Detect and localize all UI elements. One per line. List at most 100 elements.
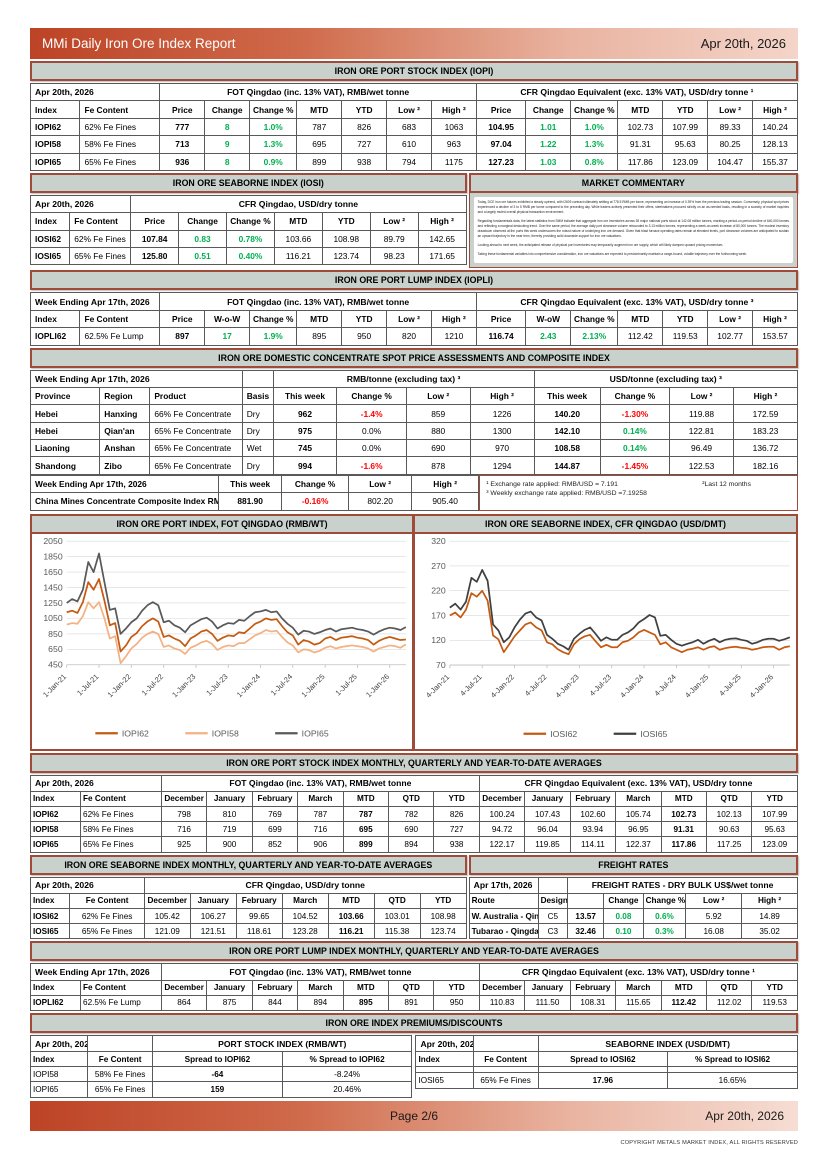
section-title: IRON ORE DOMESTIC CONCENTRATE SPOT PRICE… <box>218 352 610 363</box>
table-cell: 80.25 <box>707 135 754 154</box>
column-header: QTD <box>388 979 435 996</box>
svg-text:320: 320 <box>431 536 446 546</box>
section-title: IRON ORE INDEX PREMIUMS/DISCOUNTS <box>325 1017 503 1028</box>
table-cell: 107.99 <box>662 117 709 137</box>
table-cell: 936 <box>159 152 206 171</box>
column-header: Change % <box>570 309 619 329</box>
table-row: IOPI58 58% Fe Fines 713 9 1.3% 695 727 610 963 97… <box>29 135 798 154</box>
report-header-bar: MMi Daily Iron Ore Index Report Apr 20th… <box>30 28 798 59</box>
group-header: CFR Qingdao, USD/dry tonne <box>130 194 467 214</box>
column-header: Change % <box>281 474 350 494</box>
table-cell: -1.45% <box>599 456 671 475</box>
table-cell: 110.83 <box>478 994 526 1011</box>
column-header: MTD <box>296 309 343 329</box>
footer-date: Apr 20th, 2026 <box>705 1108 784 1123</box>
column-header: Change % <box>599 386 671 406</box>
column-header: December <box>478 790 526 808</box>
table-cell: 802.20 <box>348 492 412 511</box>
table-cell: 1.03 <box>525 152 572 171</box>
table-cell: 115.38 <box>373 923 421 940</box>
column-header: Low ² <box>386 309 432 329</box>
group-header: Apr 20th, 2026 <box>29 194 132 214</box>
group-header-row: Week Ending Apr 17th, 2026 RMB/tonne (exc… <box>30 369 799 388</box>
table-row: IOSI65 65% Fe Fines 121.09 121.51 118.61 123.… <box>29 923 467 940</box>
table-cell: Anshan <box>99 439 151 458</box>
column-header: February <box>251 979 299 996</box>
table-cell: 895 <box>296 327 343 346</box>
table-cell: 844 <box>251 994 299 1011</box>
table-cell: 125.80 <box>130 246 180 266</box>
table-cell: 183.23 <box>732 421 799 441</box>
table-cell: 58% Fe Fines <box>80 821 162 838</box>
report-page: MMi Daily Iron Ore Index Report Apr 20th… <box>29 0 799 1146</box>
table-cell: 864 <box>160 994 208 1011</box>
table-cell: 894 <box>297 994 344 1011</box>
column-header: High ² <box>410 474 480 494</box>
table-cell: 119.85 <box>524 836 571 853</box>
group-header: CFR Qingdao, USD/dry tonne <box>143 876 467 894</box>
table-cell: 96.04 <box>524 821 571 838</box>
column-header: Fe Content <box>69 212 132 231</box>
iopi-table: Apr 20th, 2026 FOT Qingdao (inc. 13% VAT)… <box>29 82 799 171</box>
table-cell: 899 <box>296 152 343 171</box>
table-row: IOPI62 62% Fe Fines 777 8 1.0% 787 826 683 1063 1… <box>29 117 798 137</box>
table-cell: 123.74 <box>419 923 467 940</box>
group-header: FOT Qingdao (inc. 13% VAT), RMB/wet tonn… <box>160 774 480 792</box>
svg-text:4-Jul-25: 4-Jul-25 <box>717 672 742 697</box>
table-cell: 20.46% <box>281 1081 413 1098</box>
table-cell: 107.99 <box>751 806 798 823</box>
table-cell: 98.23 <box>369 246 419 266</box>
table-cell: Dry <box>241 404 274 423</box>
table-cell: IOPI65 <box>29 152 81 171</box>
table-cell: -64 <box>152 1066 283 1083</box>
table-cell: 1226 <box>469 404 535 423</box>
column-header: YTD <box>433 979 480 996</box>
table-cell: 0.14% <box>599 439 671 458</box>
table-cell: 172.59 <box>732 404 799 423</box>
table-cell: IOSI65 <box>29 923 71 940</box>
svg-text:4-Jan-22: 4-Jan-22 <box>489 672 516 699</box>
column-header: Designation <box>537 892 569 909</box>
svg-text:IOPI65: IOPI65 <box>302 728 329 738</box>
table-cell: 116.21 <box>327 923 375 940</box>
table-cell: 96.49 <box>669 439 734 458</box>
table-cell: 123.28 <box>281 923 329 940</box>
column-header-row: Index Fe Content December January February Ma… <box>29 892 467 909</box>
table-cell: 1063 <box>430 117 477 137</box>
column-header: January <box>524 790 571 808</box>
column-header: January <box>206 979 253 996</box>
column-header: Index <box>29 790 82 808</box>
column-header: December <box>478 979 526 996</box>
column-header: January <box>206 790 253 808</box>
table-cell: 875 <box>206 994 253 1011</box>
table-cell: 65% Fe Concentrate <box>149 421 243 441</box>
table-cell: 100.24 <box>478 806 526 823</box>
column-header-row: Index Fe Content Spread to IOSI62% Spread … <box>415 1051 798 1068</box>
table-row: IOPI65 65% Fe Fines 159 20.46% <box>29 1081 413 1098</box>
composite-index-table: Week Ending Apr 17th, 2026 This week Chang… <box>29 474 480 511</box>
table-cell: 93.94 <box>569 821 617 838</box>
table-row: Liaoning Anshan 65% Fe Concentrate Wet 745 0.… <box>29 439 799 458</box>
column-header: YTD <box>341 309 388 329</box>
copyright-notice: COPYRIGHT METALS MARKET INDEX, ALL RIGHT… <box>620 1139 798 1146</box>
table-cell: -1.6% <box>336 456 407 475</box>
column-header: March <box>281 892 329 909</box>
group-header: Apr 20th, 2026 <box>29 1034 89 1053</box>
table-cell: 745 <box>272 439 338 458</box>
table-cell: 690 <box>405 439 471 458</box>
table-cell: Dry <box>241 421 274 441</box>
table-cell: Liaoning <box>29 439 101 458</box>
table-cell: 695 <box>342 821 390 838</box>
table-cell: IOPI58 <box>29 821 82 838</box>
column-header: YTD <box>433 790 480 808</box>
group-header: FREIGHT RATES - DRY BULK US$/wet tonne <box>567 876 798 894</box>
section-header-iopi: IRON ORE PORT STOCK INDEX (IOPI) <box>30 61 798 81</box>
svg-text:4-Jul-22: 4-Jul-22 <box>523 672 548 697</box>
svg-text:1-Jul-22: 1-Jul-22 <box>140 672 165 697</box>
column-header: February <box>569 979 617 996</box>
svg-text:1650: 1650 <box>43 567 62 577</box>
table-cell: 35.02 <box>741 923 798 940</box>
table-cell: 878 <box>405 456 471 475</box>
table-cell: 117.25 <box>705 836 753 853</box>
chart-svg: 450 650 850 1050 1250 1450 1650 1850 2050 1-Jan-2… <box>41 536 407 738</box>
